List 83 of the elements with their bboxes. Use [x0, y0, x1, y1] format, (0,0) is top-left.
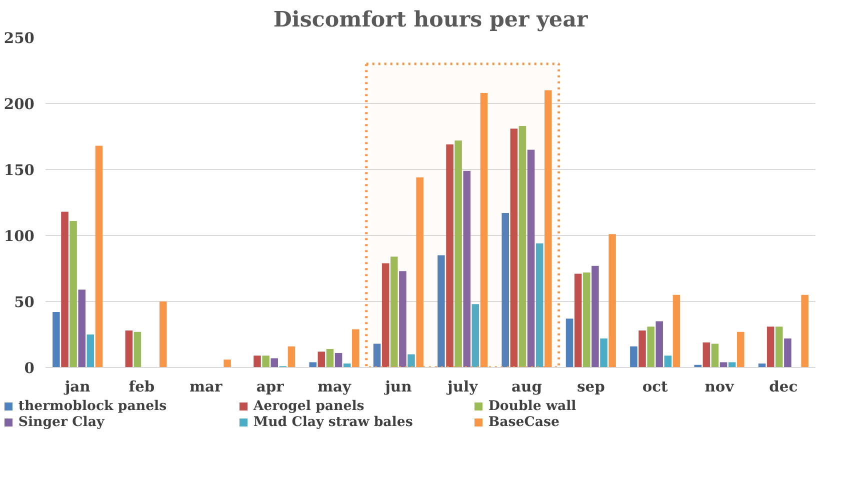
- bar: [518, 126, 526, 368]
- legend-label: Singer Clay: [18, 414, 106, 430]
- bar: [510, 128, 518, 368]
- y-tick-label: 250: [4, 30, 34, 47]
- bar: [720, 362, 728, 368]
- legend-label: Mud Clay straw bales: [253, 414, 414, 430]
- x-tick-label: oct: [642, 378, 668, 396]
- bar: [480, 92, 488, 368]
- x-tick-label: aug: [512, 378, 542, 396]
- bar: [566, 318, 574, 368]
- bar: [52, 312, 60, 368]
- bar: [728, 362, 736, 368]
- bar: [766, 326, 774, 368]
- bar: [647, 326, 654, 368]
- bar: [438, 255, 445, 368]
- bar: [630, 346, 638, 368]
- bar: [672, 294, 680, 368]
- bar: [454, 140, 462, 368]
- bar: [254, 356, 261, 368]
- bar: [574, 274, 582, 368]
- x-tick-label: july: [446, 378, 478, 396]
- bar: [737, 332, 744, 368]
- bar: [70, 220, 77, 368]
- bar: [638, 330, 646, 368]
- bar: [408, 354, 415, 368]
- chart-title: Discomfort hours per year: [273, 8, 588, 32]
- x-tick-label: nov: [704, 378, 734, 396]
- bar: [784, 338, 792, 368]
- bar: [608, 234, 616, 368]
- legend-label: thermoblock panels: [18, 398, 168, 414]
- bar: [125, 330, 133, 368]
- bar: [711, 344, 719, 368]
- bar: [160, 302, 167, 368]
- legend-label: Double wall: [488, 398, 578, 414]
- bar: [472, 304, 480, 368]
- bar: [270, 358, 278, 368]
- x-tick-label: mar: [190, 378, 223, 396]
- bar: [78, 290, 86, 368]
- bar: [86, 334, 94, 368]
- bar: [309, 362, 316, 368]
- x-tick-label: jun: [383, 378, 412, 396]
- bar: [583, 272, 590, 368]
- bar: [334, 352, 342, 368]
- x-tick-label: dec: [769, 378, 798, 396]
- bar: [288, 346, 296, 368]
- bar: [801, 294, 808, 368]
- bar: [95, 146, 103, 368]
- bar: [592, 266, 599, 368]
- bar: [416, 177, 424, 368]
- bar: [702, 342, 710, 368]
- y-tick-label: 50: [14, 294, 35, 311]
- bar: [61, 212, 68, 368]
- y-tick-label: 0: [24, 360, 35, 377]
- bar: [446, 144, 454, 368]
- bar: [463, 170, 470, 368]
- bar: [352, 329, 360, 368]
- y-tick-label: 200: [4, 96, 34, 113]
- bar: [527, 150, 535, 368]
- bar: [318, 352, 326, 368]
- bar: [536, 243, 544, 368]
- bar: [656, 321, 663, 368]
- bar: [326, 349, 334, 368]
- x-tick-label: feb: [128, 378, 155, 396]
- y-tick-label: 100: [4, 228, 34, 245]
- bar: [544, 90, 552, 368]
- bar: [600, 338, 608, 368]
- x-tick-label: sep: [577, 378, 605, 396]
- y-tick-label: 150: [4, 162, 34, 179]
- bar: [134, 332, 142, 368]
- x-tick-label: apr: [256, 378, 284, 396]
- bar: [776, 326, 783, 368]
- bar: [664, 356, 672, 368]
- bar: [502, 213, 509, 368]
- bar: [373, 344, 381, 368]
- x-tick-label: jan: [62, 378, 91, 396]
- bar: [390, 256, 398, 368]
- legend-label: BaseCase: [488, 414, 560, 430]
- bar: [224, 360, 231, 368]
- bar: [382, 263, 390, 368]
- x-tick-label: may: [317, 378, 352, 396]
- bar: [262, 356, 270, 368]
- legend-label: Aerogel panels: [253, 398, 366, 414]
- bar: [399, 271, 406, 368]
